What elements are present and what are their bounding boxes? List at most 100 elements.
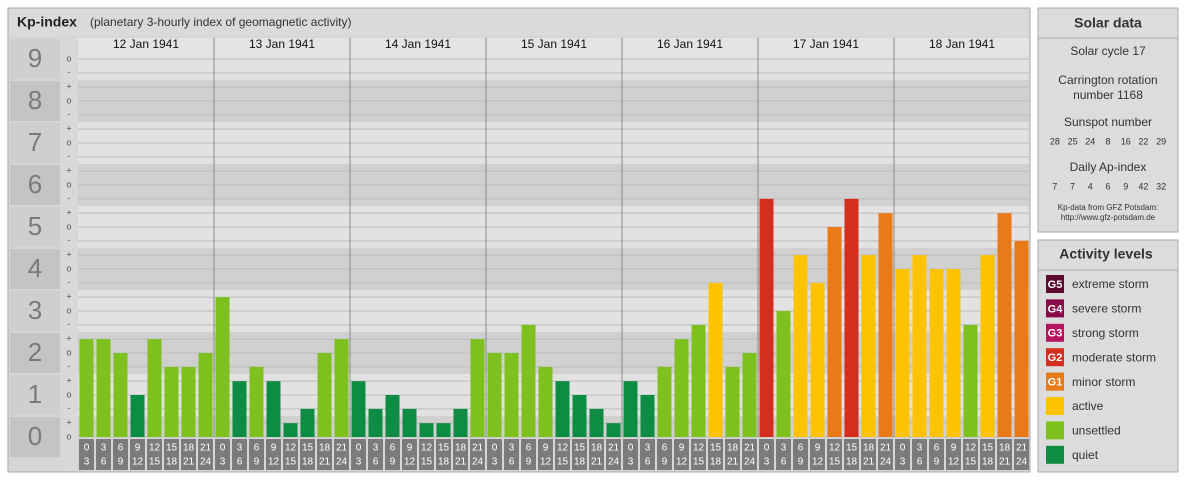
kp-bar [385,395,400,437]
interval-start: 15 [982,443,994,454]
interval-start: 6 [798,443,804,454]
minor-tick-label: - [68,277,71,287]
interval-end: 15 [693,457,705,468]
kp-bar [810,282,825,437]
minor-tick-label: + [66,376,71,386]
chart-subtitle: (planetary 3-hourly index of geomagnetic… [90,15,351,29]
interval-end: 24 [472,457,484,468]
interval-box [623,439,638,470]
interval-box [589,439,604,470]
chart-title: Kp-index [17,14,77,30]
sunspot-title: Sunspot number [1064,115,1152,129]
sunspot-number: 22 [1138,136,1148,146]
sunspot-number: 16 [1121,136,1131,146]
y-tick-label: 0 [28,421,42,451]
day-label: 16 Jan 1941 [657,37,723,51]
interval-start: 9 [135,443,141,454]
interval-end: 18 [438,457,450,468]
interval-start: 21 [608,443,620,454]
interval-end: 18 [302,457,314,468]
interval-end: 21 [999,457,1011,468]
day-label: 17 Jan 1941 [793,37,859,51]
ap-value: 7 [1070,181,1075,191]
interval-box [436,439,451,470]
minor-label-column [61,38,77,470]
interval-start: 18 [183,443,195,454]
interval-end: 6 [645,457,651,468]
sunspot-number: 25 [1068,136,1078,146]
minor-tick-label: o [66,389,71,399]
interval-start: 12 [829,443,841,454]
kp-bar [368,408,383,437]
ap-title: Daily Ap-index [1070,160,1147,174]
interval-box [776,439,791,470]
interval-end: 3 [900,457,906,468]
interval-box [844,439,859,470]
y-label-box [10,249,60,289]
kp-bar [96,339,111,437]
interval-end: 3 [764,457,770,468]
interval-start: 21 [472,443,484,454]
kp-bar [470,339,485,437]
y-label-box [10,207,60,247]
level-swatch [1046,397,1064,415]
kp-bar [793,255,808,437]
kp-bar [436,423,451,437]
interval-box [79,439,94,470]
interval-box [1014,439,1029,470]
minor-tick-label: - [68,67,71,77]
kp-bar [164,366,179,437]
interval-box [606,439,621,470]
interval-start: 18 [319,443,331,454]
interval-box [810,439,825,470]
interval-end: 15 [557,457,569,468]
interval-box [368,439,383,470]
interval-start: 12 [285,443,297,454]
day-label: 14 Jan 1941 [385,37,451,51]
interval-box [419,439,434,470]
interval-box [487,439,502,470]
interval-box [725,439,740,470]
interval-box [232,439,247,470]
interval-start: 18 [591,443,603,454]
minor-tick-label: o [66,53,71,63]
interval-box [147,439,162,470]
interval-start: 15 [438,443,450,454]
kp-bar [266,381,281,437]
kp-bar [487,353,502,437]
interval-box [572,439,587,470]
interval-box [929,439,944,470]
minor-tick-label: o [66,95,71,105]
kp-bar [606,423,621,437]
level-badge: G3 [1048,328,1063,340]
interval-end: 24 [336,457,348,468]
interval-start: 18 [999,443,1011,454]
interval-end: 21 [183,457,195,468]
day-label: 12 Jan 1941 [113,37,179,51]
interval-box [181,439,196,470]
interval-start: 12 [149,443,161,454]
interval-box [946,439,961,470]
kp-bar [691,324,706,437]
y-label-box [10,333,60,373]
interval-end: 12 [812,457,824,468]
kp-bar [130,395,145,437]
levels-title: Activity levels [1059,246,1153,262]
sunspot-number: 24 [1085,136,1095,146]
y-label-box [10,165,60,205]
interval-start: 6 [254,443,260,454]
level-swatch [1046,275,1064,293]
minor-tick-label: + [66,82,71,92]
minor-tick-label: - [68,235,71,245]
interval-end: 12 [268,457,280,468]
kp-bar [674,339,689,437]
interval-start: 3 [509,443,515,454]
minor-tick-label: o [66,221,71,231]
kp-bar [538,366,553,437]
interval-end: 9 [254,457,260,468]
y-label-box [10,291,60,331]
ap-value: 6 [1105,181,1110,191]
level-label: moderate storm [1072,350,1156,364]
interval-start: 21 [336,443,348,454]
interval-end: 24 [200,457,212,468]
